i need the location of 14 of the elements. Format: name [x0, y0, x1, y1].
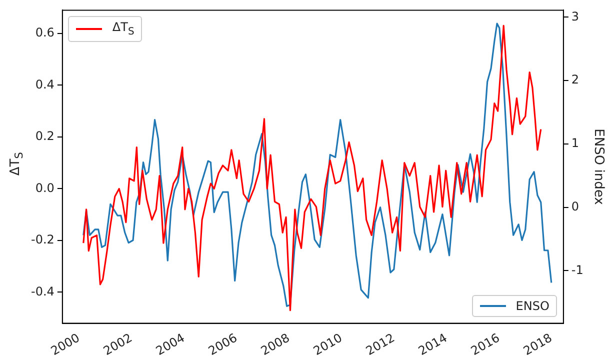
y-tick-label: 0.4	[35, 77, 54, 92]
y-tick-label: -0.4	[30, 284, 54, 298]
y2-tick-label: 1	[571, 136, 580, 150]
y2-tick-label: -1	[571, 262, 584, 277]
y-tick-label: 0.0	[35, 180, 54, 195]
y-tick-label: -0.2	[30, 232, 54, 247]
legend-label: ΔT$_{S}$	[112, 20, 134, 38]
y-tick-label: 0.6	[35, 26, 54, 40]
y2-tick-label: 2	[571, 72, 580, 87]
y-tick-label: 0.2	[35, 129, 54, 144]
y2-tick-label: 0	[571, 199, 580, 214]
y2-tick-label: 3	[571, 9, 580, 24]
legend-label: ENSO	[516, 299, 550, 314]
y2-axis-title: ENSO index	[590, 128, 606, 206]
